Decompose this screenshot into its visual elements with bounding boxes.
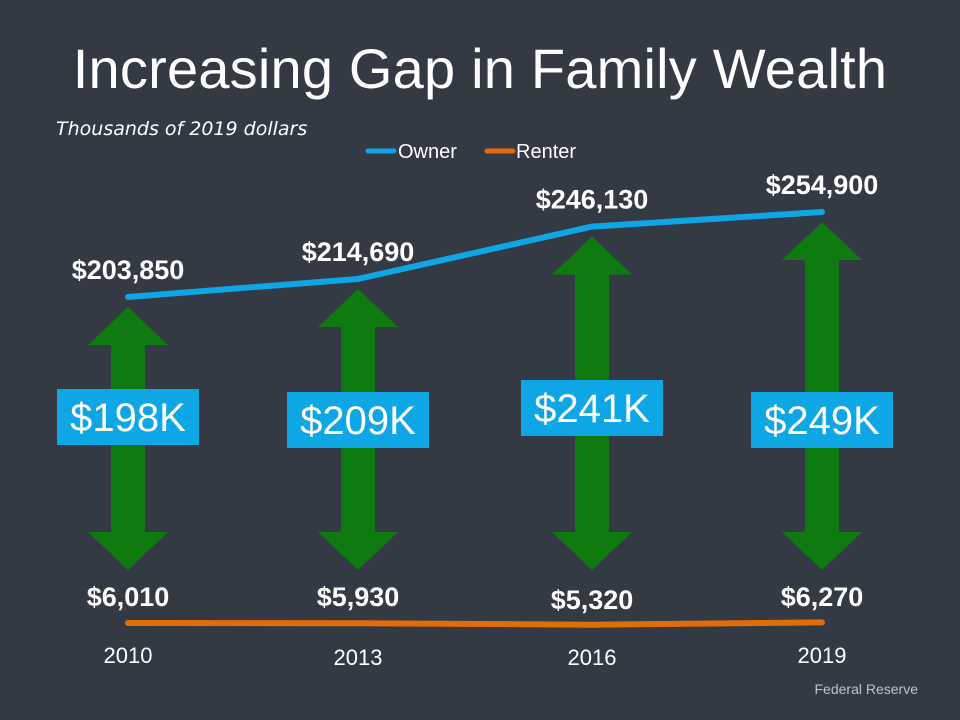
renter-value-label-2013: $5,930	[317, 582, 400, 612]
gap-box-2016	[521, 380, 663, 436]
owner-series-line	[125, 209, 825, 300]
legend-owner-label: Owner	[398, 141, 457, 163]
source-note: Federal Reserve	[814, 681, 919, 697]
owner-value-label-2019: $254,900	[766, 170, 879, 200]
gap-label-2013: $209K	[300, 399, 416, 443]
owner-value-label-2010: $203,850	[72, 255, 185, 285]
owner-value-label-2016: $246,130	[536, 185, 649, 215]
gap-box-2010	[57, 389, 199, 445]
legend-renter-label: Renter	[516, 141, 576, 163]
owner-value-label-2013: $214,690	[302, 237, 415, 267]
renter-value-label-2019: $6,270	[781, 582, 864, 612]
renter-value-label-2010: $6,010	[87, 582, 170, 612]
gap-box-2019	[751, 392, 893, 448]
gap-label-2010: $198K	[70, 396, 186, 440]
x-tick-label-2016: 2016	[568, 645, 617, 670]
chart-title: Increasing Gap in Family Wealth	[72, 37, 888, 100]
renter-value-label-2016: $5,320	[551, 585, 634, 615]
gap-label-2019: $249K	[764, 399, 880, 443]
x-tick-label-2010: 2010	[104, 643, 153, 668]
gap-label-2016: $241K	[534, 387, 650, 431]
renter-series-line	[125, 619, 825, 628]
x-tick-label-2019: 2019	[798, 643, 847, 668]
chart-subtitle: Thousands of 2019 dollars	[56, 118, 308, 140]
gap-box-2013	[287, 392, 429, 448]
x-tick-label-2013: 2013	[334, 645, 383, 670]
